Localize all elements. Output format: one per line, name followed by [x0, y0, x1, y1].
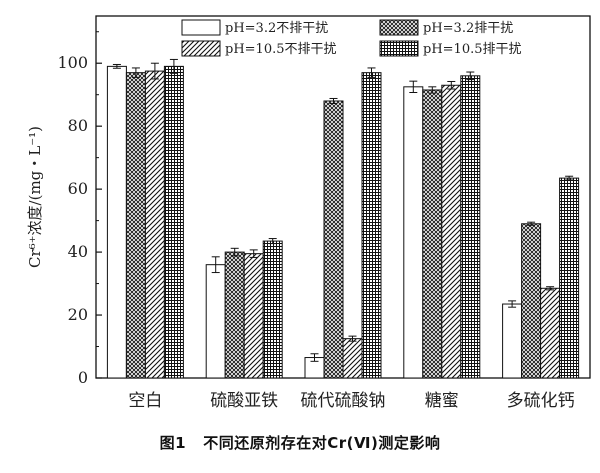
bar [559, 177, 580, 379]
bar [323, 100, 344, 379]
bar [403, 86, 424, 379]
legend-label: pH=10.5不排干扰 [225, 42, 337, 57]
bar [125, 72, 146, 379]
y-tick-label: 80 [68, 116, 88, 135]
bar [106, 65, 127, 379]
bar [540, 287, 561, 379]
legend-swatch [379, 40, 419, 57]
x-tick-label: 多硫化钙 [507, 391, 575, 411]
y-tick-label: 40 [68, 242, 88, 261]
y-tick-label: 100 [57, 53, 88, 72]
legend-label: pH=3.2排干扰 [423, 21, 513, 36]
legend-swatch [181, 19, 221, 36]
bars [106, 58, 580, 379]
y-tick-label: 60 [68, 179, 88, 198]
x-tick-label: 硫酸亚铁 [210, 391, 278, 411]
bar [262, 240, 283, 379]
bar [441, 84, 462, 379]
bar [163, 65, 184, 379]
x-tick-label: 空白 [128, 391, 162, 411]
figure-caption: 图1 不同还原剂存在对Cr(Ⅵ)测定影响 [159, 434, 441, 452]
legend-swatch [379, 19, 419, 36]
bar [224, 251, 245, 379]
legend-swatch [181, 40, 221, 57]
bar [460, 75, 481, 379]
bar [205, 264, 226, 379]
y-tick-label: 20 [68, 305, 88, 324]
bar [361, 72, 382, 379]
bar [422, 89, 443, 379]
bar [144, 70, 165, 379]
bar-chart: 0 20 40 60 80 100 空白 硫酸亚铁 硫代硫酸钠 糖蜜 多硫化钙 pH=3.2不排干扰… [26, 15, 591, 411]
legend-label: pH=10.5排干扰 [423, 42, 522, 57]
bar [243, 253, 264, 379]
legend-label: pH=3.2不排干扰 [225, 21, 328, 36]
x-tick-label: 糖蜜 [425, 391, 459, 411]
axes: 0 20 40 60 80 100 空白 硫酸亚铁 硫代硫酸钠 糖蜜 多硫化钙 [57, 15, 591, 411]
bar [342, 338, 363, 379]
x-tick-label: 硫代硫酸钠 [301, 391, 386, 411]
bar [502, 303, 523, 379]
y-tick-label: 0 [78, 368, 88, 387]
legend: pH=3.2不排干扰 pH=3.2排干扰 pH=10.5不排干扰 pH=10.5排干扰 [181, 19, 522, 57]
y-axis-label: Cr⁶⁺浓度/(mg・L⁻¹) [26, 126, 44, 268]
bar [521, 223, 542, 379]
